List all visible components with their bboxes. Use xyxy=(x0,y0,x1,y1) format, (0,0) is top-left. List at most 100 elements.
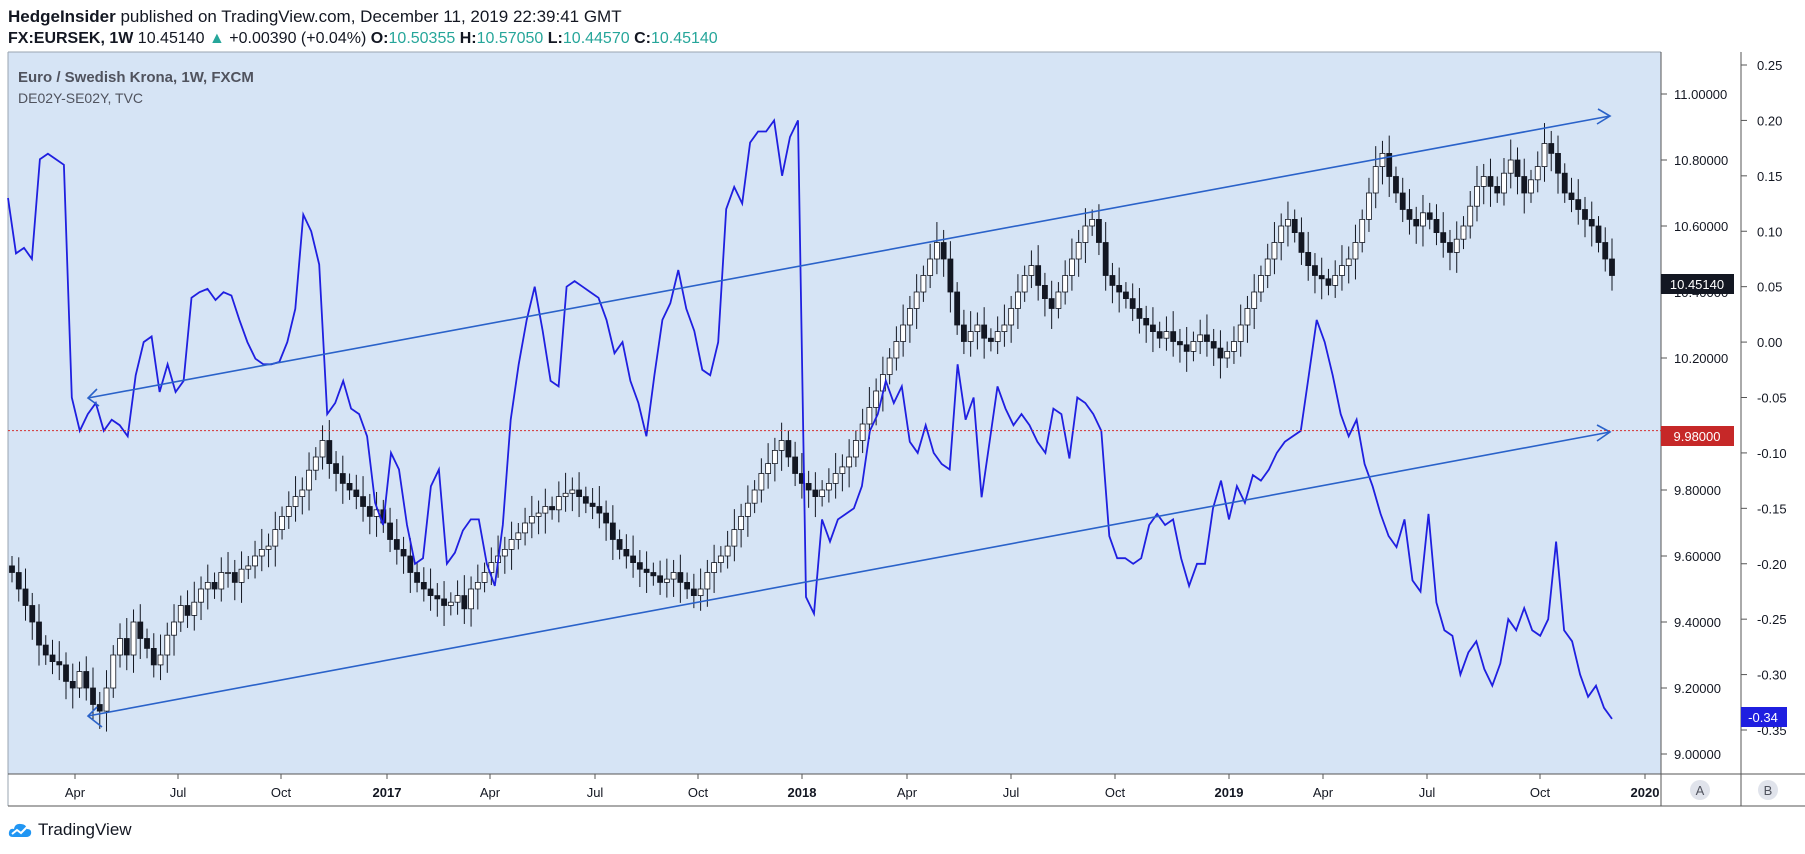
candle-body xyxy=(1123,291,1129,299)
candle-body xyxy=(1487,176,1494,187)
candle-body xyxy=(636,562,643,570)
candle-body xyxy=(1183,344,1190,352)
candle-body xyxy=(751,489,758,504)
scale-a-button[interactable]: A xyxy=(1690,780,1710,800)
candle-body xyxy=(508,539,515,550)
candle-body xyxy=(1582,209,1588,220)
candle-body xyxy=(1386,152,1393,177)
tradingview-logo[interactable]: TradingView xyxy=(8,820,132,840)
candle-body xyxy=(744,502,751,517)
candle-body xyxy=(1595,225,1602,243)
spread-tick-label: -0.30 xyxy=(1757,668,1787,683)
candle-body xyxy=(603,512,609,524)
scale-b-button[interactable]: B xyxy=(1758,780,1778,800)
candle-body xyxy=(1150,324,1156,332)
candle-body xyxy=(15,572,22,590)
candle-body xyxy=(825,482,832,491)
candle-body xyxy=(1447,242,1453,253)
candle-body xyxy=(1163,331,1170,339)
candle-body xyxy=(866,407,873,425)
plot-area[interactable] xyxy=(8,52,1661,774)
candle-body xyxy=(765,463,772,474)
candle-body xyxy=(1298,232,1305,253)
time-tick-label: Jul xyxy=(1419,785,1436,800)
level-price-label: 9.98000 xyxy=(1674,429,1721,444)
candle-body xyxy=(576,489,582,497)
candle-body xyxy=(792,456,799,474)
candle-body xyxy=(83,671,90,689)
high-value: 10.57050 xyxy=(476,30,544,47)
candle-body xyxy=(1318,275,1325,280)
open-value: 10.50355 xyxy=(388,30,456,47)
candle-body xyxy=(1224,350,1231,359)
high-label: H: xyxy=(459,30,477,47)
candle-body xyxy=(893,341,900,359)
low-label: L: xyxy=(547,30,563,47)
candle-body xyxy=(839,466,846,474)
candle-body xyxy=(218,572,225,590)
candle-body xyxy=(832,473,839,484)
last-price-label: 10.45140 xyxy=(1670,277,1724,292)
time-tick-label: 2018 xyxy=(788,785,817,800)
spread-tick-label: 0.00 xyxy=(1757,335,1782,350)
candle-body xyxy=(76,671,83,689)
candle-body xyxy=(515,532,522,540)
series-legend-overlay[interactable]: DE02Y-SE02Y, TVC xyxy=(18,90,143,106)
candle-body xyxy=(1264,258,1271,276)
candle-body xyxy=(1021,275,1028,293)
candle-body xyxy=(1426,212,1433,220)
candle-body xyxy=(522,522,528,534)
time-tick-label: Oct xyxy=(1105,785,1126,800)
candle-body xyxy=(1548,143,1555,154)
spread-tick-label: -0.05 xyxy=(1757,391,1787,406)
candle-body xyxy=(1359,218,1366,243)
author-name[interactable]: HedgeInsider xyxy=(8,7,116,26)
overlay-last-label: -0.34 xyxy=(1748,710,1778,725)
candle-body xyxy=(1372,166,1379,194)
candle-body xyxy=(812,489,819,497)
candle-body xyxy=(974,324,981,332)
candle-body xyxy=(1460,225,1467,240)
candle-body xyxy=(1602,242,1609,260)
candle-body xyxy=(211,582,218,590)
candle-body xyxy=(1278,225,1285,243)
candle-body xyxy=(1453,238,1460,253)
candle-body xyxy=(1244,308,1251,326)
time-tick-label: Apr xyxy=(1313,785,1334,800)
upper-trend-line[interactable] xyxy=(86,108,1612,407)
price-axis[interactable]: 9.00000 9.20000 9.40000 9.60000 9.80000 10.20… xyxy=(1661,87,1728,762)
candle-body xyxy=(873,390,880,408)
candle-body xyxy=(279,516,285,531)
candle-body xyxy=(1170,331,1177,342)
candle-body xyxy=(157,654,164,666)
candle-body xyxy=(1345,258,1352,266)
lower-trend-line[interactable] xyxy=(86,424,1612,728)
spread-axis[interactable]: 0.25 0.20 0.15 0.10 0.05 0.00 -0.05 -0.10 -0.15 -… xyxy=(1741,58,1787,738)
candle-body xyxy=(191,601,198,616)
spread-tick-label: -0.15 xyxy=(1757,501,1787,516)
candle-body xyxy=(967,331,974,342)
candle-body xyxy=(1082,225,1089,243)
candle-body xyxy=(130,621,137,656)
candle-body xyxy=(1332,275,1339,286)
candle-body xyxy=(434,595,441,600)
candle-body xyxy=(1494,185,1501,194)
candle-body xyxy=(346,482,353,491)
candle-body xyxy=(643,568,650,573)
candle-body xyxy=(29,605,36,623)
candle-body xyxy=(1001,324,1008,332)
candle-body xyxy=(1339,265,1345,276)
candle-body xyxy=(393,539,400,550)
publish-info: HedgeInsider published on TradingView.co… xyxy=(8,7,622,27)
series-legend-main[interactable]: Euro / Swedish Krona, 1W, FXCM xyxy=(18,69,254,86)
candle-body xyxy=(110,654,117,689)
time-axis[interactable]: Apr Jul Oct 2017 Apr Jul Oct 2018 Apr Jul Oct 2019 A… xyxy=(65,774,1660,800)
candle-body xyxy=(117,638,123,656)
candle-body xyxy=(1190,341,1197,352)
candle-body xyxy=(785,440,792,458)
candle-body xyxy=(252,555,258,567)
candle-body xyxy=(711,562,718,573)
candle-body xyxy=(1575,199,1582,210)
spread-tick-label: 0.05 xyxy=(1757,280,1782,295)
